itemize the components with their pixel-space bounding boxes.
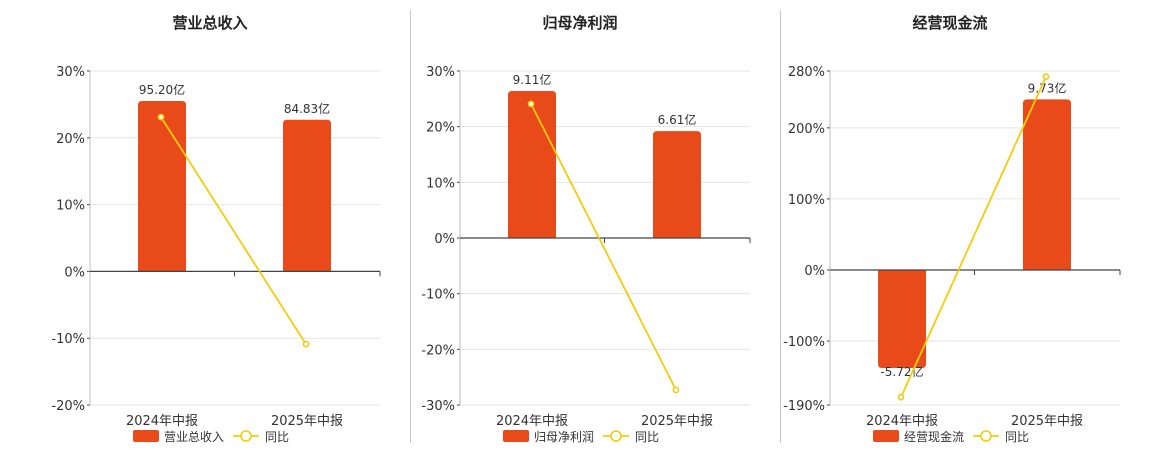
x-tick-label: 2024年中报 — [866, 414, 938, 429]
y-tick-label: 30% — [56, 65, 85, 80]
bar — [1023, 99, 1071, 270]
x-tick-label: 2025年中报 — [641, 414, 713, 429]
cash-flow-chart-panel: 经营现金流 280% 200% 100% 0% -100% -190% -5.72亿 9.73亿… — [760, 0, 1130, 450]
y-tick-label: 20% — [426, 121, 455, 136]
yoy-point — [1042, 73, 1050, 81]
legend-bar-label: 营业总收入 — [164, 430, 224, 444]
y-tick-label: 20% — [56, 132, 85, 147]
yoy-point — [672, 386, 680, 394]
legend-line-marker — [240, 430, 252, 442]
y-tick-label: -10% — [421, 288, 455, 303]
bar — [878, 269, 926, 369]
y-tick-label: 10% — [56, 199, 85, 214]
panel-divider — [780, 10, 781, 443]
y-tick-label: 10% — [426, 176, 455, 191]
bar — [283, 119, 331, 272]
legend-bar-swatch — [503, 430, 529, 442]
y-tick-label: -190% — [783, 399, 825, 414]
y-tick-label: -100% — [783, 335, 825, 350]
bar — [508, 91, 556, 238]
y-tick-label: 0% — [434, 232, 455, 247]
y-tick-label: 200% — [788, 122, 825, 137]
x-tick-label: 2025年中报 — [1011, 414, 1083, 429]
net-profit-chart-panel: 归母净利润 30% 20% 10% 0% -10% -20% -30% 9.11亿 6.61亿 20… — [390, 0, 760, 450]
legend-bar-swatch — [873, 430, 899, 442]
chart-title: 营业总收入 — [172, 14, 247, 32]
yoy-line — [160, 116, 307, 345]
x-tick-label: 2025年中报 — [271, 414, 343, 429]
yoy-point — [157, 113, 165, 121]
yoy-line — [530, 103, 677, 391]
legend-bar-label: 归母净利润 — [534, 430, 594, 444]
y-tick-label: -20% — [421, 343, 455, 358]
chart-title: 归母净利润 — [542, 14, 617, 32]
legend-line-marker — [610, 430, 622, 442]
y-tick-label: 0% — [64, 265, 85, 280]
bar-data-label: 9.73亿 — [1028, 80, 1067, 95]
legend-line-marker — [980, 430, 992, 442]
legend-line-label: 同比 — [265, 430, 289, 444]
bar — [138, 101, 186, 272]
y-tick-label: -10% — [51, 332, 85, 347]
y-tick-label: 280% — [788, 65, 825, 80]
y-tick-label: -20% — [51, 399, 85, 414]
y-tick-label: 30% — [426, 65, 455, 80]
x-tick-label: 2024年中报 — [126, 414, 198, 429]
legend-bar-label: 经营现金流 — [904, 429, 964, 444]
yoy-line — [900, 76, 1047, 398]
y-tick-label: -30% — [421, 399, 455, 414]
bar — [653, 131, 701, 238]
revenue-chart-panel: 营业总收入 30% 20% 10% 0% -10% -20% 95.20亿 84.83亿 2024… — [20, 0, 390, 450]
yoy-point — [897, 393, 905, 401]
legend-bar-swatch — [133, 430, 159, 442]
legend-line-label: 同比 — [1005, 430, 1029, 444]
revenue-chart: 营业总收入 30% 20% 10% 0% -10% -20% 95.20亿 84.83亿 2024… — [51, 14, 381, 444]
bar-data-label: 95.20亿 — [139, 82, 185, 97]
bar-data-label: 6.61亿 — [658, 112, 697, 127]
yoy-point — [302, 340, 310, 348]
panel-divider — [410, 10, 411, 443]
y-tick-label: 100% — [788, 193, 825, 208]
legend-line-label: 同比 — [635, 430, 659, 444]
bar-data-label: 9.11亿 — [513, 72, 552, 87]
yoy-point — [527, 100, 535, 108]
bar-data-label: 84.83亿 — [284, 101, 330, 116]
y-tick-label: 0% — [804, 264, 825, 279]
cash-flow-chart: 经营现金流 280% 200% 100% 0% -100% -190% -5.72亿 9.73亿… — [783, 14, 1121, 444]
bar-data-label: -5.72亿 — [880, 364, 923, 379]
chart-title: 经营现金流 — [912, 14, 987, 32]
net-profit-chart: 归母净利润 30% 20% 10% 0% -10% -20% -30% 9.11亿 6.61亿 20… — [421, 14, 751, 444]
x-tick-label: 2024年中报 — [496, 414, 568, 429]
